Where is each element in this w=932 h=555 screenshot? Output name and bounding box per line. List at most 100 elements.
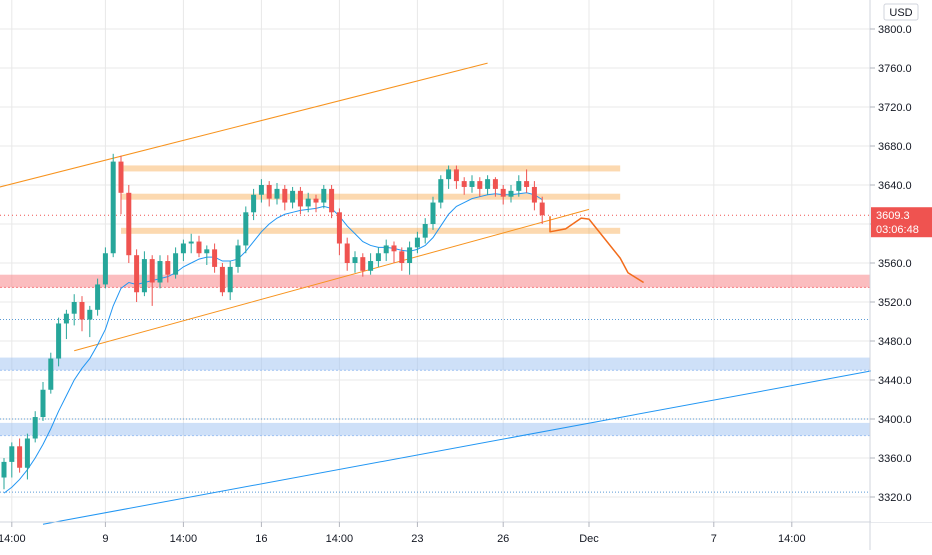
candle bbox=[430, 196, 436, 230]
price-tick-label: 3760.0 bbox=[878, 63, 912, 75]
time-tick-label: 16 bbox=[255, 533, 267, 545]
price-tick-label: 3320.0 bbox=[878, 492, 912, 504]
time-tick-label: Dec bbox=[579, 533, 599, 545]
ema-series bbox=[3, 192, 543, 494]
candle-body bbox=[204, 249, 210, 254]
candle bbox=[24, 433, 30, 480]
candle-body bbox=[531, 186, 537, 203]
support-zone bbox=[0, 357, 870, 371]
time-tick-label: 14:00 bbox=[170, 533, 198, 545]
candle-body bbox=[32, 417, 38, 439]
candle-body bbox=[430, 202, 436, 224]
candle bbox=[63, 309, 69, 340]
candle-body bbox=[48, 358, 54, 390]
candle-body bbox=[407, 247, 413, 263]
candle-body bbox=[235, 245, 241, 267]
candle-body bbox=[492, 179, 498, 189]
candle bbox=[321, 185, 327, 209]
candle bbox=[235, 239, 241, 273]
zones bbox=[0, 274, 870, 437]
price-tick-label: 3720.0 bbox=[878, 102, 912, 114]
candle bbox=[531, 181, 537, 211]
trendline bbox=[74, 208, 590, 352]
candle-body bbox=[352, 257, 358, 263]
candle bbox=[9, 442, 15, 478]
candle-body bbox=[149, 259, 155, 283]
candle-body bbox=[313, 198, 319, 203]
candle bbox=[391, 241, 397, 263]
price-tick-label: 3640.0 bbox=[878, 180, 912, 192]
candle bbox=[446, 165, 452, 189]
candle-body bbox=[539, 202, 545, 216]
candle bbox=[414, 231, 420, 254]
candle-body bbox=[1, 461, 7, 478]
candle bbox=[375, 247, 381, 267]
candle-body bbox=[282, 188, 288, 203]
time-tick-label: 7 bbox=[711, 533, 717, 545]
candle bbox=[297, 186, 303, 215]
candle bbox=[492, 177, 498, 197]
candle bbox=[1, 458, 7, 490]
last-price-label: 3609.3 bbox=[876, 210, 910, 222]
candle bbox=[149, 255, 155, 306]
trendline bbox=[42, 367, 886, 525]
candle bbox=[305, 192, 311, 213]
candle bbox=[219, 263, 225, 297]
candle bbox=[336, 208, 342, 256]
candle-body bbox=[321, 188, 327, 203]
candle-body bbox=[360, 257, 366, 271]
trendlines[interactable] bbox=[0, 62, 886, 525]
candle bbox=[17, 438, 23, 473]
candle-body bbox=[305, 198, 311, 207]
time-tick-label: 9 bbox=[102, 533, 108, 545]
candle-body bbox=[383, 245, 389, 254]
candle bbox=[344, 237, 350, 271]
candle-body bbox=[399, 251, 405, 263]
candle bbox=[126, 185, 132, 263]
time-tick-label: 26 bbox=[497, 533, 509, 545]
candle bbox=[71, 294, 77, 326]
price-tick-label: 3800.0 bbox=[878, 24, 912, 36]
candle bbox=[508, 185, 514, 203]
levels bbox=[0, 165, 870, 493]
candle-body bbox=[40, 389, 46, 418]
candle bbox=[251, 188, 257, 221]
candle-body bbox=[24, 438, 30, 468]
candle bbox=[95, 278, 101, 316]
candle-body bbox=[336, 212, 342, 244]
candle-body bbox=[422, 224, 428, 238]
candle-body bbox=[219, 266, 225, 293]
candle-body bbox=[63, 313, 69, 324]
countdown-label: 03:06:48 bbox=[876, 224, 919, 236]
horizontal-level bbox=[121, 227, 621, 234]
candle-body bbox=[500, 188, 506, 197]
candle-body bbox=[102, 253, 108, 285]
grid bbox=[0, 0, 870, 522]
candle bbox=[102, 247, 108, 289]
candle bbox=[422, 218, 428, 244]
candle bbox=[469, 175, 475, 193]
candle bbox=[477, 177, 483, 197]
candle bbox=[539, 196, 545, 224]
candle-body bbox=[56, 323, 62, 359]
candle bbox=[516, 175, 522, 197]
candle bbox=[56, 317, 62, 367]
candle-body bbox=[414, 237, 420, 248]
candle bbox=[461, 177, 467, 195]
candle bbox=[258, 179, 264, 203]
price-tick-label: 3680.0 bbox=[878, 141, 912, 153]
candle bbox=[500, 185, 506, 205]
horizontal-level bbox=[121, 165, 621, 172]
candle-body bbox=[461, 181, 467, 187]
candle-body bbox=[180, 243, 186, 254]
candle bbox=[524, 169, 530, 193]
currency-badge[interactable]: USD bbox=[883, 3, 919, 21]
candle bbox=[227, 261, 233, 301]
price-axis[interactable] bbox=[871, 0, 932, 522]
candle-body bbox=[196, 241, 202, 254]
candle-body bbox=[258, 185, 264, 195]
candle-body bbox=[375, 253, 381, 262]
candle-body bbox=[516, 181, 522, 191]
